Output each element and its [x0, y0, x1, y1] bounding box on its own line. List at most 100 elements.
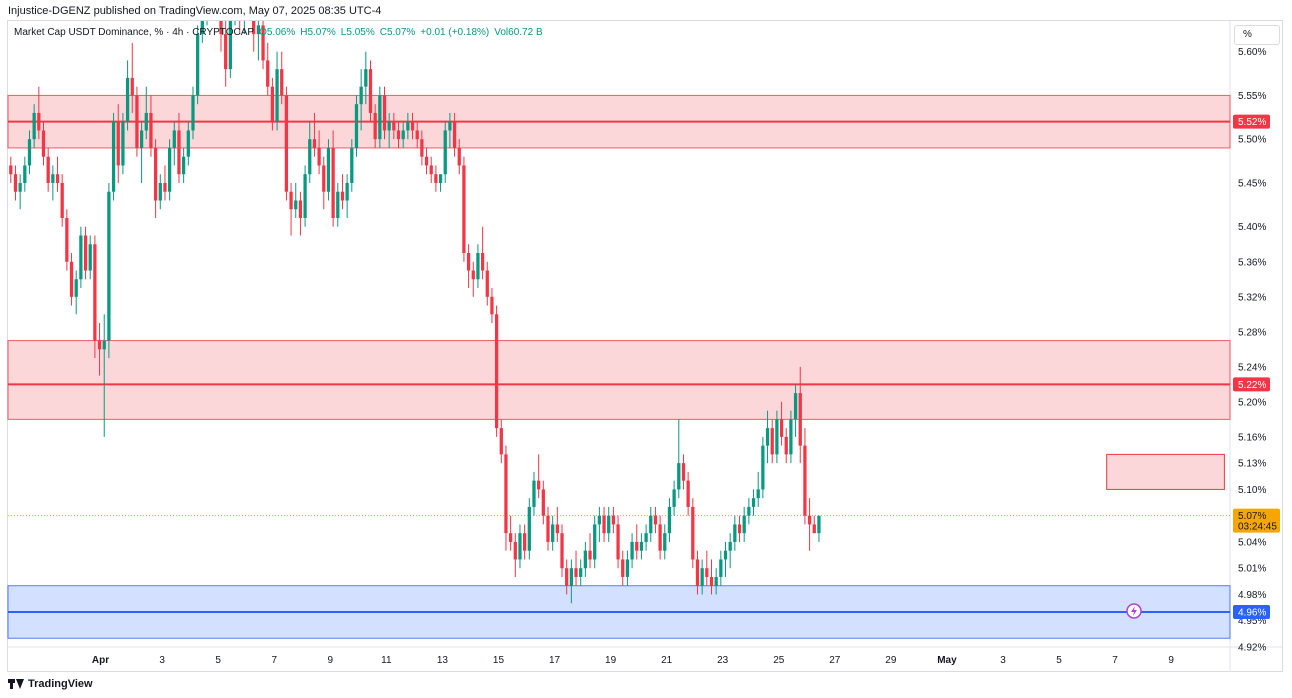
- symbol-name[interactable]: Market Cap USDT Dominance, % · 4h · CRYP…: [14, 27, 255, 38]
- candle-body: [219, 21, 223, 35]
- candle-body: [490, 296, 494, 315]
- candle-body: [765, 428, 770, 446]
- candle-body: [569, 568, 573, 586]
- candle-body: [317, 147, 321, 166]
- event-flash-bolt-icon: [1131, 606, 1137, 616]
- candle-body: [345, 182, 349, 201]
- candle-body: [466, 253, 471, 271]
- candle-body: [803, 445, 807, 516]
- candle-body: [373, 112, 377, 140]
- candle-body: [79, 235, 83, 280]
- candle-body: [751, 498, 756, 507]
- candle-body: [434, 174, 438, 183]
- x-tick-label: 17: [549, 655, 561, 666]
- zone-price-label-1: 5.22%: [1238, 380, 1266, 391]
- candle-body: [523, 533, 527, 551]
- candle-body: [27, 139, 32, 166]
- candle-body: [709, 576, 714, 586]
- candle-body: [153, 147, 158, 201]
- candle-body: [396, 130, 401, 140]
- candle-body: [107, 191, 111, 341]
- x-tick-label: 5: [215, 655, 221, 666]
- candle-body: [233, 0, 236, 8]
- y-tick-label: 4.92%: [1238, 643, 1266, 654]
- candle-body: [111, 121, 116, 192]
- candle-body: [784, 436, 788, 455]
- candle-body: [93, 244, 97, 341]
- x-tick-label: 13: [437, 655, 449, 666]
- candle-body: [621, 559, 625, 577]
- candle-body: [303, 174, 307, 218]
- candle-body: [350, 147, 354, 183]
- candle-body: [817, 515, 821, 534]
- candle-body: [378, 95, 382, 140]
- legend-close: C5.07%: [379, 27, 416, 38]
- candle-body: [382, 95, 387, 131]
- candle-body: [639, 541, 644, 551]
- percent-scale-button[interactable]: %: [1234, 25, 1280, 45]
- candle-body: [368, 69, 373, 113]
- y-tick-label: 5.36%: [1238, 257, 1266, 268]
- candle-body: [289, 191, 293, 210]
- candle-body: [747, 506, 751, 516]
- candle-body: [41, 130, 46, 157]
- y-tick-label: 5.20%: [1238, 397, 1266, 408]
- candle-body: [677, 463, 681, 490]
- candle-body: [681, 463, 686, 481]
- candle-body: [471, 270, 475, 280]
- x-tick-label: 3: [159, 655, 165, 666]
- candle-body: [69, 261, 74, 297]
- candle-body: [658, 524, 662, 551]
- candle-body: [742, 515, 746, 534]
- candle-body: [644, 533, 648, 542]
- candle-body: [667, 506, 672, 534]
- candle-body: [158, 182, 162, 201]
- candle-body: [326, 147, 331, 192]
- candle-body: [723, 550, 728, 560]
- zone-rect-1: [7, 340, 1231, 420]
- legend-volume: Vol60.72 B: [494, 27, 543, 38]
- candle-body: [770, 428, 774, 455]
- candle-body: [149, 112, 153, 148]
- candle-body: [415, 130, 419, 140]
- candle-body: [406, 121, 410, 131]
- y-tick-label: 5.45%: [1238, 178, 1266, 189]
- x-tick-label: 29: [885, 655, 897, 666]
- candle-body: [116, 121, 120, 166]
- x-tick-label: 25: [773, 655, 785, 666]
- candle-body: [560, 533, 564, 569]
- legend-high: H5.07%: [300, 27, 336, 38]
- footer-brand: TradingView: [28, 678, 93, 690]
- candle-body: [88, 244, 92, 271]
- candle-body: [32, 112, 36, 140]
- candle-body: [266, 60, 270, 87]
- candle-body: [424, 156, 429, 166]
- candle-body: [625, 559, 630, 577]
- legend-low: L5.05%: [340, 27, 375, 38]
- candle-body: [429, 165, 433, 175]
- y-tick-label: 5.10%: [1238, 485, 1266, 496]
- y-tick-label: 5.16%: [1238, 432, 1266, 443]
- candle-body: [392, 121, 396, 131]
- y-tick-label: 5.01%: [1238, 564, 1266, 575]
- candle-body: [13, 174, 18, 192]
- candle-body: [789, 419, 793, 455]
- candle-body: [583, 550, 588, 569]
- candle-body: [37, 112, 41, 131]
- candle-body: [737, 524, 742, 534]
- candle-body: [46, 156, 50, 183]
- target-box: [1106, 453, 1225, 490]
- candle-body: [9, 165, 13, 175]
- zone-price-tag-1: [1233, 377, 1270, 392]
- current-price-tag: [1233, 508, 1280, 533]
- legend-change: +0.01 (+0.18%): [420, 27, 490, 38]
- y-tick-label: 4.98%: [1238, 590, 1266, 601]
- zone-price-label-0: 5.52%: [1238, 117, 1266, 128]
- candle-body: [527, 506, 531, 551]
- candle-body: [541, 489, 545, 516]
- candle-body: [284, 95, 289, 192]
- candle-body: [691, 506, 695, 560]
- candle-body: [630, 541, 634, 560]
- candle-body: [462, 165, 466, 254]
